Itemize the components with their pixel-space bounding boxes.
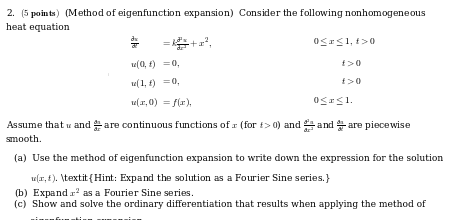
- Text: $0 \leq x \leq 1,\; t > 0$: $0 \leq x \leq 1,\; t > 0$: [313, 36, 376, 48]
- Text: $= 0,$: $= 0,$: [161, 58, 181, 70]
- Text: $= f(x),$: $= f(x),$: [161, 96, 193, 109]
- Text: Assume that $u$ and $\frac{\partial u}{\partial x}$ are continuous functions of : Assume that $u$ and $\frac{\partial u}{\…: [6, 118, 411, 135]
- Text: $u(x,t)$. \textit{Hint: Expand the solution as a Fourier Sine series.}: $u(x,t)$. \textit{Hint: Expand the solut…: [30, 172, 331, 185]
- Text: $u(1,t)$: $u(1,t)$: [130, 77, 156, 90]
- Text: $t > 0$: $t > 0$: [341, 58, 362, 68]
- Text: $= k\frac{\partial^2 u}{\partial x^2} + x^2,$: $= k\frac{\partial^2 u}{\partial x^2} + …: [161, 36, 212, 54]
- Text: $t > 0$: $t > 0$: [341, 77, 362, 86]
- Text: $u(0,t)$: $u(0,t)$: [130, 58, 156, 71]
- Text: (b)  Expand $x^2$ as a Fourier Sine series.: (b) Expand $x^2$ as a Fourier Sine serie…: [14, 186, 194, 201]
- Text: $\left\{\ \right.$: $\left\{\ \right.$: [107, 49, 109, 83]
- Text: 2.  $\mathbf{(5\ points)}$  (Method of eigenfunction expansion)  Consider the fo: 2. $\mathbf{(5\ points)}$ (Method of eig…: [6, 6, 426, 20]
- Text: smooth.: smooth.: [6, 135, 43, 144]
- Text: $= 0,$: $= 0,$: [161, 77, 181, 88]
- Text: (c)  Show and solve the ordinary differentiation that results when applying the : (c) Show and solve the ordinary differen…: [14, 200, 426, 209]
- Text: $0 \leq x \leq 1.$: $0 \leq x \leq 1.$: [313, 96, 353, 107]
- Text: $\frac{\partial u}{\partial t}$: $\frac{\partial u}{\partial t}$: [130, 35, 139, 52]
- Text: $u(x,0)$: $u(x,0)$: [130, 96, 158, 109]
- Text: (a)  Use the method of eigenfunction expansion to write down the expression for : (a) Use the method of eigenfunction expa…: [14, 154, 444, 163]
- Text: heat equation: heat equation: [6, 23, 69, 32]
- Text: eigenfunction expansion.: eigenfunction expansion.: [30, 217, 146, 220]
